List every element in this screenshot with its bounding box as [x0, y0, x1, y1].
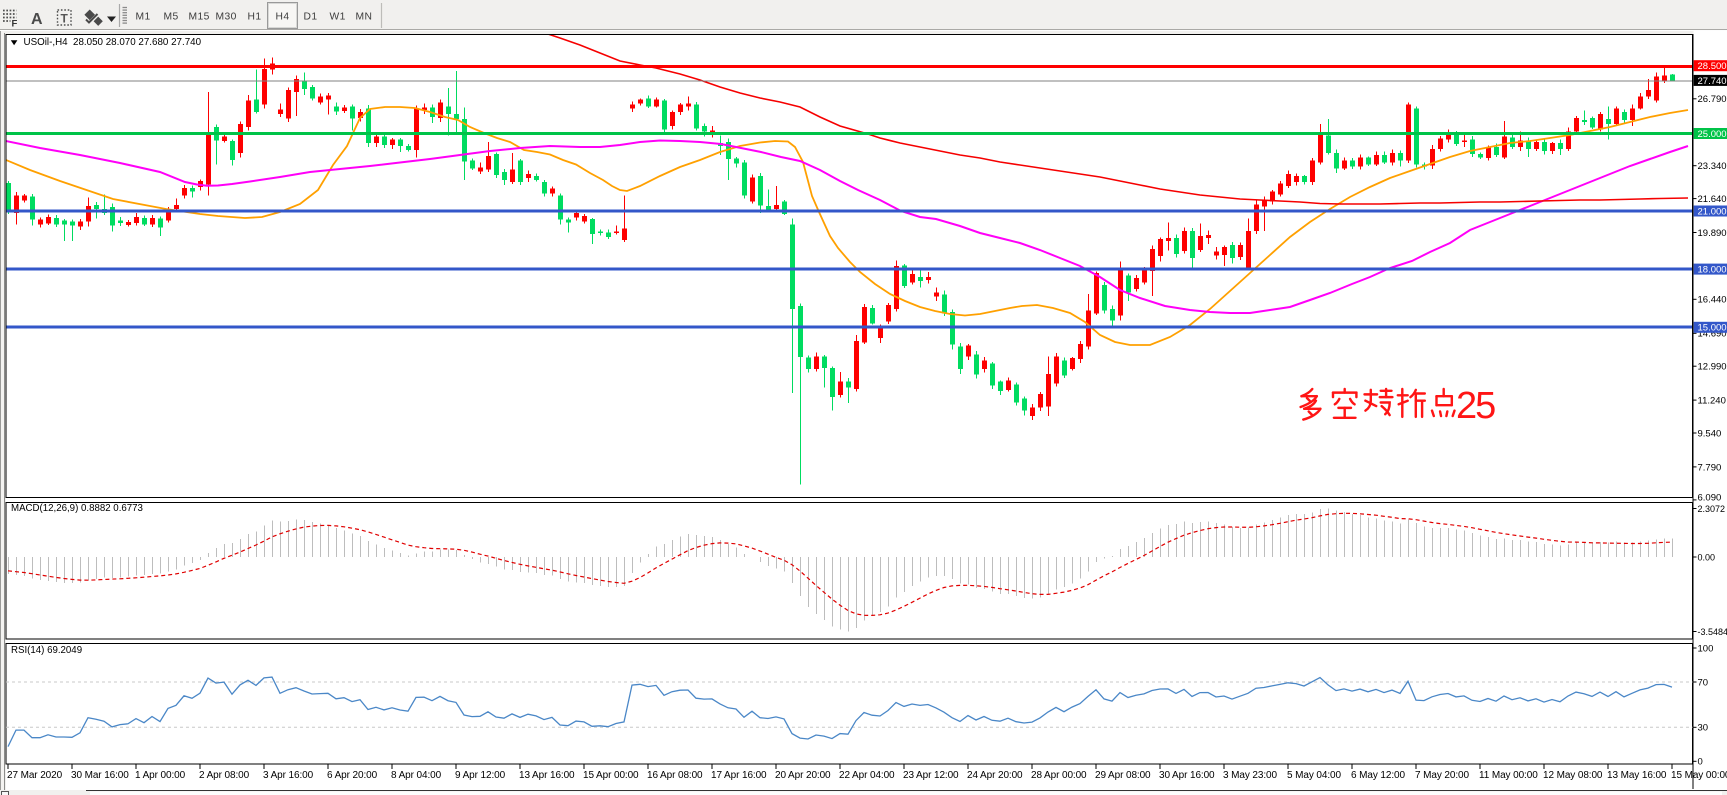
svg-text:23.340: 23.340: [1698, 161, 1727, 172]
svg-text:2.3072: 2.3072: [1698, 504, 1726, 514]
svg-text:29 Apr 08:00: 29 Apr 08:00: [1095, 770, 1151, 781]
svg-text:D1: D1: [304, 12, 318, 23]
svg-text:M5: M5: [164, 12, 179, 23]
svg-text:14.690: 14.690: [1698, 329, 1727, 340]
svg-text:28 Apr 00:00: 28 Apr 00:00: [1031, 770, 1087, 781]
svg-text:5 May 04:00: 5 May 04:00: [1287, 770, 1341, 781]
svg-text:T: T: [61, 12, 69, 26]
svg-text:16.440: 16.440: [1698, 295, 1727, 306]
svg-text:11 May 00:00: 11 May 00:00: [1479, 770, 1538, 781]
svg-text:27.740: 27.740: [1698, 76, 1727, 87]
svg-text:A: A: [31, 11, 43, 28]
svg-text:8 Apr 04:00: 8 Apr 04:00: [391, 770, 442, 781]
svg-text:6 Apr 20:00: 6 Apr 20:00: [327, 770, 378, 781]
svg-text:26.790: 26.790: [1698, 94, 1727, 105]
svg-text:1 Apr 00:00: 1 Apr 00:00: [135, 770, 186, 781]
svg-text:16 Apr 08:00: 16 Apr 08:00: [647, 770, 703, 781]
svg-text:H1: H1: [248, 12, 262, 23]
svg-text:USOil-,H4 28.050 28.070 27.68: USOil-,H4 28.050 28.070 27.680 27.740: [24, 37, 202, 48]
svg-text:18.000: 18.000: [1698, 265, 1727, 276]
svg-text:M15: M15: [189, 12, 210, 23]
svg-text:MACD(12,26,9) 0.8882 0.6773: MACD(12,26,9) 0.8882 0.6773: [11, 503, 143, 514]
svg-text:0.00: 0.00: [1698, 552, 1716, 562]
svg-text:0: 0: [1698, 757, 1703, 768]
svg-text:19.890: 19.890: [1698, 228, 1727, 239]
svg-text:30 Mar 16:00: 30 Mar 16:00: [71, 770, 129, 781]
svg-text:23 Apr 12:00: 23 Apr 12:00: [903, 770, 959, 781]
svg-text:3 Apr 16:00: 3 Apr 16:00: [263, 770, 314, 781]
svg-text:30: 30: [1698, 723, 1709, 734]
svg-text:70: 70: [1698, 677, 1709, 688]
svg-text:13 Apr 16:00: 13 Apr 16:00: [519, 770, 575, 781]
svg-text:9 Apr 12:00: 9 Apr 12:00: [455, 770, 506, 781]
svg-text:12.990: 12.990: [1698, 362, 1727, 373]
svg-text:3 May 23:00: 3 May 23:00: [1223, 770, 1277, 781]
svg-text:MN: MN: [356, 12, 373, 23]
svg-text:27 Mar 2020: 27 Mar 2020: [7, 770, 63, 781]
svg-text:2 Apr 08:00: 2 Apr 08:00: [199, 770, 250, 781]
svg-text:15 May 00:00: 15 May 00:00: [1671, 770, 1727, 781]
svg-text:-3.5484: -3.5484: [1698, 627, 1727, 637]
svg-text:25.000: 25.000: [1698, 129, 1727, 140]
svg-text:100: 100: [1698, 643, 1714, 654]
svg-text:17 Apr 16:00: 17 Apr 16:00: [711, 770, 767, 781]
svg-text:21.640: 21.640: [1698, 194, 1727, 205]
svg-text:21.000: 21.000: [1698, 206, 1727, 217]
svg-text:M1: M1: [136, 12, 151, 23]
svg-text:7.790: 7.790: [1698, 462, 1722, 473]
svg-text:RSI(14) 69.2049: RSI(14) 69.2049: [11, 645, 82, 656]
svg-text:11.240: 11.240: [1698, 396, 1726, 407]
svg-text:F: F: [12, 19, 18, 30]
svg-text:15 Apr 00:00: 15 Apr 00:00: [583, 770, 639, 781]
svg-text:30 Apr 16:00: 30 Apr 16:00: [1159, 770, 1215, 781]
svg-text:M30: M30: [216, 12, 237, 23]
svg-text:6 May 12:00: 6 May 12:00: [1351, 770, 1405, 781]
svg-text:15.000: 15.000: [1698, 323, 1727, 334]
svg-text:28.500: 28.500: [1698, 61, 1727, 72]
svg-text:9.540: 9.540: [1698, 428, 1722, 439]
svg-text:6.090: 6.090: [1698, 492, 1722, 503]
svg-text:W1: W1: [330, 12, 346, 23]
svg-text:H4: H4: [276, 12, 290, 23]
svg-text:13 May 16:00: 13 May 16:00: [1607, 770, 1667, 781]
svg-text:25: 25: [1456, 385, 1495, 427]
svg-text:24 Apr 20:00: 24 Apr 20:00: [967, 770, 1023, 781]
svg-text:20 Apr 20:00: 20 Apr 20:00: [775, 770, 831, 781]
svg-text:7 May 20:00: 7 May 20:00: [1415, 770, 1469, 781]
svg-text:22 Apr 04:00: 22 Apr 04:00: [839, 770, 895, 781]
svg-text:12 May 08:00: 12 May 08:00: [1543, 770, 1603, 781]
